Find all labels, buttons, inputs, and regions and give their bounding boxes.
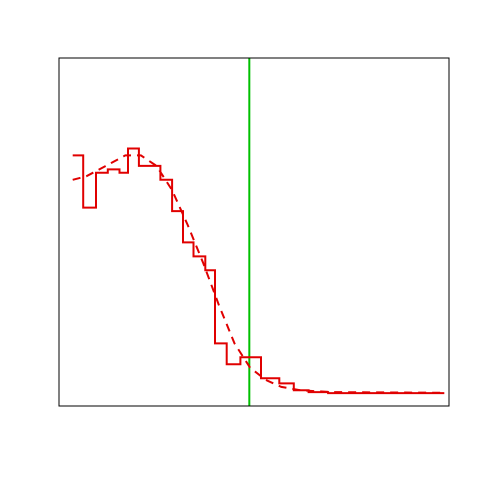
step-series-line-0 <box>72 147 445 395</box>
plot-layer <box>72 58 445 406</box>
smooth-series-line-1 <box>72 154 445 394</box>
plot-frame <box>58 57 450 407</box>
